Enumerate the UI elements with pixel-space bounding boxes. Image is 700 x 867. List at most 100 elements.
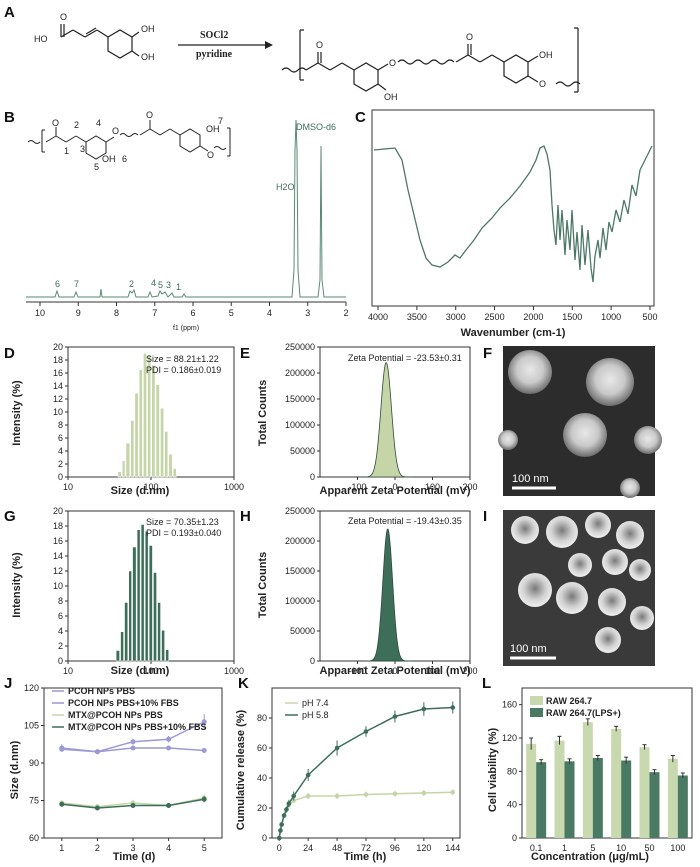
legend-k: pH 7.4 pH 5.8 <box>285 698 329 720</box>
peak-label: 2 <box>129 279 134 289</box>
y-tick-label: 100000 <box>285 596 315 606</box>
legend-l: RAW 264.7 RAW 264.7(LPS+) <box>530 696 621 718</box>
x-tick-label: 0 <box>392 482 397 492</box>
y-tick-label: 250000 <box>285 342 315 352</box>
panel-f: F 100 nm <box>483 345 662 498</box>
j-ylabel: Size (d.nm) <box>9 740 21 799</box>
data-point <box>450 705 456 710</box>
data-point <box>130 745 136 751</box>
y-tick-label: 6 <box>58 611 63 621</box>
atom-label: O <box>207 150 214 160</box>
atom-label: OH <box>141 24 155 34</box>
ftir-tick-label: 1000 <box>601 312 621 322</box>
panel-e: E 0 50000 100000 150000 200000 250000 -100 0 100… <box>240 342 478 497</box>
y-tick-label: 105 <box>24 721 39 731</box>
data-point <box>201 748 207 753</box>
viability-bar <box>639 747 650 838</box>
y-tick-label: 2 <box>58 641 63 651</box>
atom-label: O <box>389 58 396 68</box>
nanoparticle <box>634 426 662 454</box>
reagent-socl2: SOCl2 <box>200 30 228 41</box>
histogram-bar <box>153 572 157 662</box>
reaction-arrowhead <box>265 41 273 49</box>
struct-num: 1 <box>64 146 69 156</box>
l-xlabel: Concentration (μg/mL) <box>531 851 649 863</box>
plot-frame <box>521 687 693 839</box>
nanoparticle <box>616 521 644 549</box>
atom-label-o: O <box>316 40 323 50</box>
y-tick-label: 18 <box>53 521 63 531</box>
j-xlabel: Time (d) <box>113 851 156 863</box>
histogram-bar <box>132 546 137 662</box>
panel-l-label: L <box>482 675 491 692</box>
peak-label: 7 <box>74 279 79 289</box>
panel-c-label: C <box>355 109 366 126</box>
nmr-tick-label: 10 <box>35 308 45 318</box>
data-point <box>94 749 100 755</box>
viability-bar <box>564 761 575 838</box>
histogram-bar <box>138 369 143 478</box>
ftir-tick-label: 2000 <box>523 312 543 322</box>
viability-bar <box>677 775 688 838</box>
x-tick-label: 3 <box>130 843 135 853</box>
panel-d: D 0 2 4 6 8 10 12 14 16 18 20 10 100 1000 Size (d.nm)… <box>4 342 244 497</box>
x-tick-label: 100 <box>425 666 440 676</box>
histogram-bar <box>115 650 120 662</box>
y-tick-label: 250000 <box>285 506 315 516</box>
y-tick-label: 0 <box>58 656 63 666</box>
ftir-tick-label: 4000 <box>368 312 388 322</box>
viability-bar <box>592 758 603 838</box>
nanoparticle <box>585 512 611 538</box>
data-point <box>363 729 369 734</box>
data-point <box>201 719 207 725</box>
ftir-frame <box>371 109 655 307</box>
dls-d-size: Size = 88.21±1.22 <box>146 354 219 364</box>
struct-num: 2 <box>74 120 79 130</box>
nmr-spectrum <box>26 119 346 298</box>
y-tick-label: 150000 <box>285 394 315 404</box>
data-point <box>421 790 427 796</box>
chart-l: 0 40 80 120 160 0.1 1 5 10 50 100 <box>502 687 693 853</box>
atom-label: OH <box>539 50 553 60</box>
y-tick-label: 8 <box>58 596 63 606</box>
chart-g: 0 2 4 6 8 10 12 14 16 18 20 10 100 1000 <box>53 506 244 676</box>
x-tick-label: 100 <box>143 482 158 492</box>
atom-label: HO <box>34 34 48 44</box>
chart-h: 0 50000 100000 150000 200000 250000 -100 0 100 20… <box>285 506 478 676</box>
x-tick-label: -100 <box>348 666 366 676</box>
legend-label: MTX@PCOH NPs PBS <box>68 710 163 720</box>
data-point <box>130 803 136 808</box>
y-tick-label: 200000 <box>285 536 315 546</box>
histogram-bar <box>164 431 169 478</box>
data-point <box>286 801 292 806</box>
legend-label: RAW 264.7(LPS+) <box>546 708 621 718</box>
data-point <box>276 835 282 841</box>
y-tick-label: 10 <box>53 407 63 417</box>
data-point <box>94 805 100 811</box>
peak-label: 4 <box>151 278 156 288</box>
y-tick-label: 200000 <box>285 368 315 378</box>
panel-d-label: D <box>4 345 15 362</box>
legend-swatch <box>530 696 543 705</box>
peak-label: 6 <box>55 279 60 289</box>
histogram-bar <box>125 442 130 478</box>
panel-a-label: A <box>4 4 15 21</box>
chart-j: 60 75 90 105 120 1 2 3 4 5 <box>24 683 223 853</box>
nmr-tick-label: 7 <box>152 308 157 318</box>
y-tick-label: 0 <box>310 656 315 666</box>
zeta-peak <box>363 528 413 662</box>
x-tick-label: 100 <box>143 666 158 676</box>
l-ylabel: Cell viability (%) <box>487 727 499 812</box>
ftir-tick-label: 2500 <box>485 312 505 322</box>
viability-bar <box>582 722 593 838</box>
data-point <box>334 793 340 799</box>
nmr-ticks: 10 9 8 7 6 5 4 3 2 <box>35 302 349 318</box>
histogram-bar <box>144 531 149 662</box>
x-tick-label: 100 <box>670 843 685 853</box>
y-tick-label: 150000 <box>285 566 315 576</box>
panel-c: C 4000 3500 3000 2500 2000 1500 1000 500 Wavenu… <box>355 109 658 339</box>
y-tick-label: 50000 <box>290 446 315 456</box>
data-point <box>130 739 136 745</box>
dls-g-xlabel: Size (d.nm) <box>111 665 170 677</box>
y-tick-label: 120 <box>502 733 517 743</box>
